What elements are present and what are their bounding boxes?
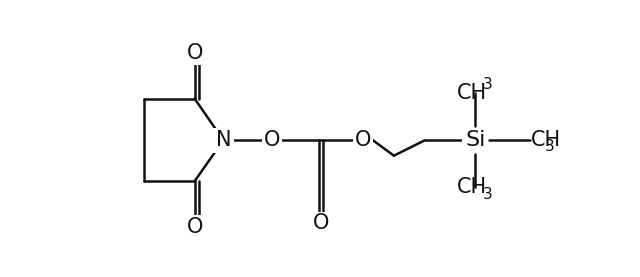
- Text: O: O: [313, 214, 329, 234]
- Text: O: O: [355, 130, 371, 150]
- Text: CH: CH: [531, 130, 561, 150]
- Text: CH: CH: [457, 177, 487, 197]
- Text: O: O: [186, 217, 203, 237]
- Text: O: O: [186, 43, 203, 63]
- Text: N: N: [216, 130, 231, 150]
- Text: 3: 3: [545, 139, 554, 154]
- Text: Si: Si: [465, 130, 485, 150]
- Text: O: O: [264, 130, 280, 150]
- Text: 3: 3: [483, 188, 493, 202]
- Text: 3: 3: [483, 77, 493, 92]
- Text: CH: CH: [457, 83, 487, 102]
